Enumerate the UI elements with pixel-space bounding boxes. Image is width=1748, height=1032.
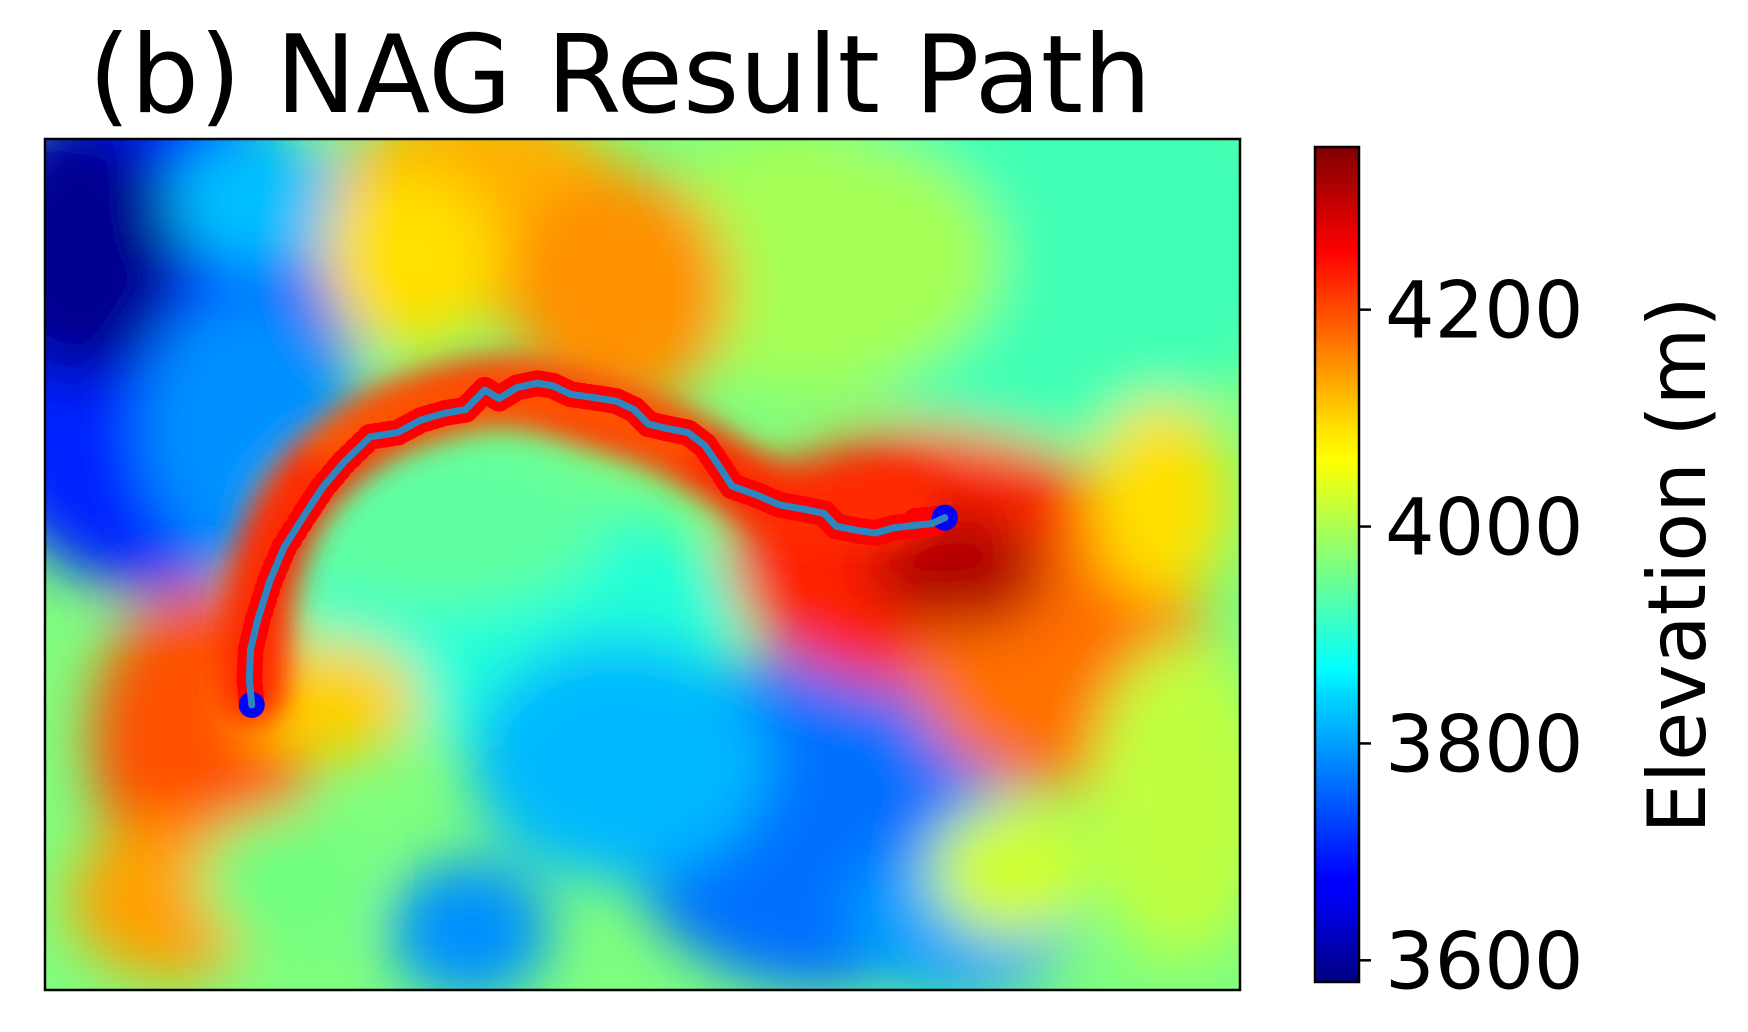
colorbar-tick-label: 4000 bbox=[1385, 484, 1584, 574]
colorbar-tick-label: 3800 bbox=[1385, 700, 1584, 790]
result-path bbox=[236, 370, 958, 718]
path-line bbox=[245, 379, 949, 709]
colorbar-tick-label: 3600 bbox=[1385, 917, 1584, 1007]
map-frame bbox=[43, 137, 1242, 992]
colorbar-gradient bbox=[1315, 147, 1359, 982]
colorbar: 3600 3800 4000 4200 Elevation (m) bbox=[1313, 145, 1724, 1007]
colorbar-tick-label: 4200 bbox=[1385, 267, 1584, 357]
elevation-map bbox=[45, 139, 1240, 990]
chart-title: (b) NAG Result Path bbox=[88, 13, 1151, 138]
colorbar-frame bbox=[1313, 145, 1361, 984]
colorbar-label: Elevation (m) bbox=[1631, 296, 1724, 833]
